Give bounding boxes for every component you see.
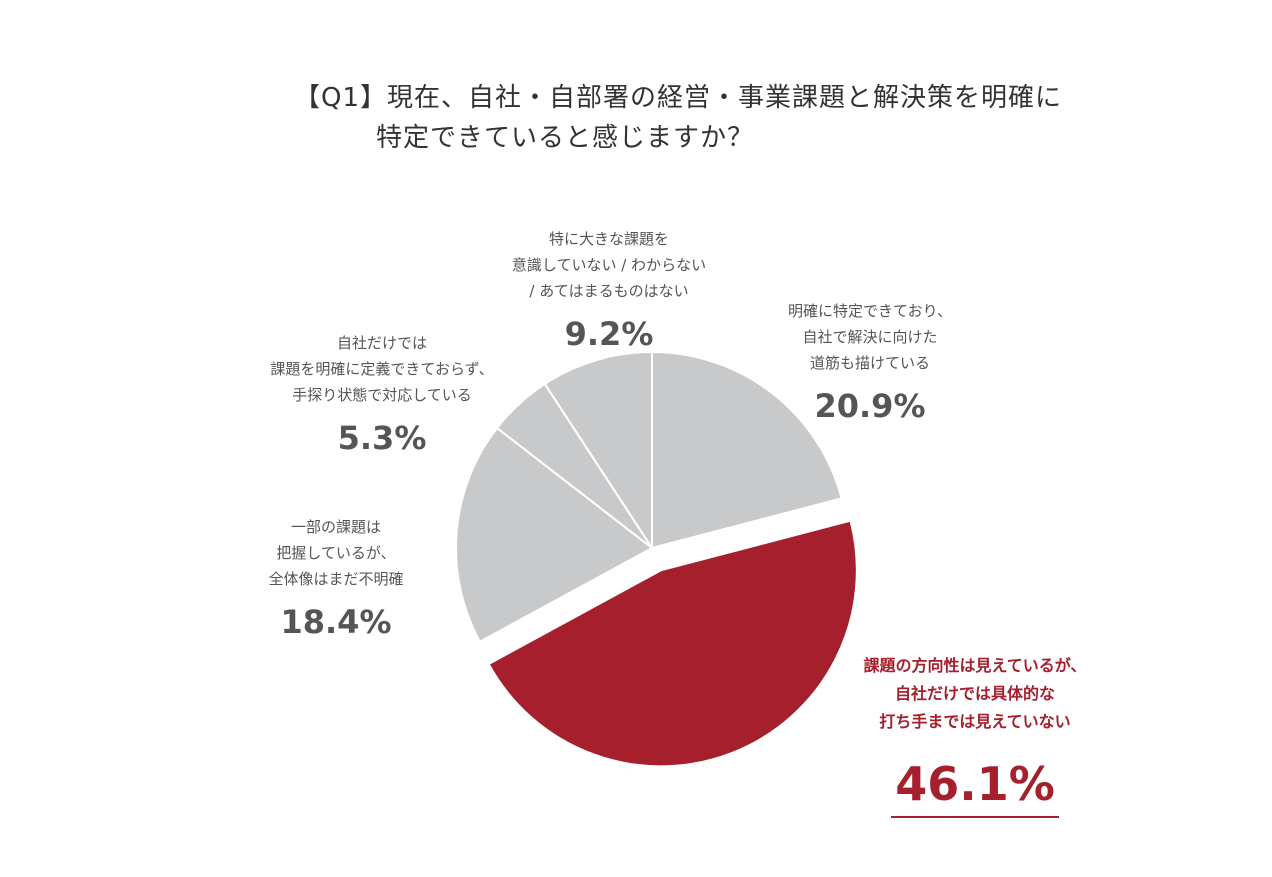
- slice-label-text: 課題の方向性は見えているが、: [863, 656, 1087, 675]
- pie-slice-5: [543, 350, 653, 552]
- slice-label-text: 自社で解決に向けた: [802, 328, 938, 346]
- slice-label-text: 課題を明確に定義できておらず、: [270, 360, 494, 378]
- slice-label-text: 一部の課題は: [290, 518, 381, 536]
- slice-value-label: 9.2%: [564, 315, 654, 353]
- chart-title-line2: 特定できていると感じますか？: [376, 123, 755, 153]
- slice-label-text: 明確に特定できており、: [788, 302, 952, 320]
- slice-label-text: 道筋も描けている: [809, 354, 930, 372]
- chart-title-line1: 【Q1】現在、自社・自部署の経営・事業課題と解決策を明確に: [294, 83, 1063, 113]
- pie-slice-1: [651, 350, 843, 550]
- slice-label-groping: 自社だけでは 課題を明確に定義できておらず、 手探り状態で対応している 5.3%: [252, 330, 512, 458]
- slice-label-text: 把握しているが、: [276, 544, 396, 562]
- slice-label-text: 特に大きな課題を: [548, 230, 669, 248]
- slice-value-label: 46.1%: [891, 756, 1059, 818]
- slice-value-label: 5.3%: [337, 419, 427, 457]
- slice-label-text: 全体像はまだ不明確: [268, 570, 404, 588]
- slice-label-partially-grasped: 一部の課題は 把握しているが、 全体像はまだ不明確 18.4%: [246, 514, 426, 642]
- slice-label-text: 手探り状態で対応している: [292, 386, 472, 404]
- slice-value-label: 18.4%: [280, 603, 392, 641]
- slice-label-text: / あてはまるものはない: [529, 282, 689, 300]
- slice-label-text: 打ち手までは見えていない: [879, 712, 1071, 731]
- slice-label-not-aware: 特に大きな課題を 意識していない / わからない / あてはまるものはない 9.…: [494, 226, 724, 354]
- pie-slice-2: [487, 519, 858, 768]
- slice-label-clearly-identified: 明確に特定できており、 自社で解決に向けた 道筋も描けている 20.9%: [780, 298, 960, 426]
- pie-slice-3: [455, 426, 654, 644]
- slice-label-text: 自社だけでは具体的な: [894, 684, 1055, 703]
- slice-value-label: 20.9%: [814, 387, 926, 425]
- chart-title: 【Q1】現在、自社・自部署の経営・事業課題と解決策を明確に 特定できていると感じ…: [294, 78, 1062, 158]
- slice-label-text: 意識していない / わからない: [511, 256, 707, 274]
- slice-label-text: 自社だけでは: [336, 334, 427, 352]
- slice-label-direction-visible: 課題の方向性は見えているが、 自社だけでは具体的な 打ち手までは見えていない 4…: [840, 652, 1110, 818]
